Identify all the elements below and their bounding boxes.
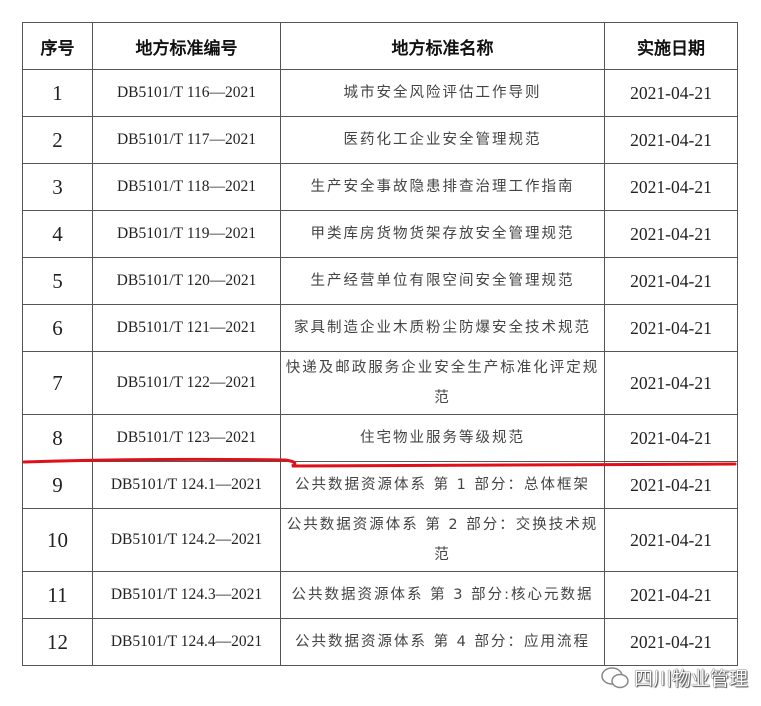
implementation-date: 2021-04-21 xyxy=(604,618,738,666)
standard-name: 公共数据资源体系 第 4 部分：应用流程 xyxy=(280,618,605,666)
header-code: 地方标准编号 xyxy=(92,22,281,70)
table-row: 5 DB5101/T 120—2021 生产经营单位有限空间安全管理规范 2021-0… xyxy=(22,257,738,305)
standard-name: 生产安全事故隐患排查治理工作指南 xyxy=(280,163,605,211)
standard-name: 快递及邮政服务企业安全生产标准化评定规范 xyxy=(280,351,605,415)
implementation-date: 2021-04-21 xyxy=(604,257,738,305)
standard-code: DB5101/T 124.3—2021 xyxy=(92,571,281,619)
implementation-date: 2021-04-21 xyxy=(604,508,738,572)
row-number: 4 xyxy=(22,210,93,258)
watermark-text: 四川物业管理 xyxy=(634,668,749,690)
table-row: 12 DB5101/T 124.4—2021 公共数据资源体系 第 4 部分：应用流… xyxy=(22,618,738,666)
table-row: 8 DB5101/T 123—2021 住宅物业服务等级规范 2021-04-21 xyxy=(22,414,738,462)
standard-code: DB5101/T 124.4—2021 xyxy=(92,618,281,666)
standard-name: 公共数据资源体系 第 1 部分：总体框架 xyxy=(280,461,605,509)
standard-code: DB5101/T 121—2021 xyxy=(92,304,281,352)
implementation-date: 2021-04-21 xyxy=(604,69,738,117)
standards-table: 序号 地方标准编号 地方标准名称 实施日期 1 DB5101/T 116—2021… xyxy=(22,22,738,666)
standard-code: DB5101/T 124.1—2021 xyxy=(92,461,281,509)
table-row: 3 DB5101/T 118—2021 生产安全事故隐患排查治理工作指南 2021-0… xyxy=(22,163,738,211)
standard-code: DB5101/T 122—2021 xyxy=(92,351,281,415)
table-row: 11 DB5101/T 124.3—2021 公共数据资源体系 第 3 部分:核心元… xyxy=(22,571,738,619)
standard-name: 医药化工企业安全管理规范 xyxy=(280,116,605,164)
standard-code: DB5101/T 120—2021 xyxy=(92,257,281,305)
standard-code: DB5101/T 116—2021 xyxy=(92,69,281,117)
standard-name: 城市安全风险评估工作导则 xyxy=(280,69,605,117)
implementation-date: 2021-04-21 xyxy=(604,571,738,619)
header-date: 实施日期 xyxy=(604,22,738,70)
implementation-date: 2021-04-21 xyxy=(604,414,738,462)
row-number: 10 xyxy=(22,508,93,572)
row-number: 5 xyxy=(22,257,93,305)
standard-name: 公共数据资源体系 第 2 部分：交换技术规范 xyxy=(280,508,605,572)
wechat-icon xyxy=(601,666,629,688)
header-row: 序号 地方标准编号 地方标准名称 实施日期 xyxy=(22,22,738,70)
standard-name: 公共数据资源体系 第 3 部分:核心元数据 xyxy=(280,571,605,619)
implementation-date: 2021-04-21 xyxy=(604,351,738,415)
watermark: 四川物业管理 xyxy=(600,664,748,691)
implementation-date: 2021-04-21 xyxy=(604,304,738,352)
header-no: 序号 xyxy=(22,22,93,70)
standard-code: DB5101/T 124.2—2021 xyxy=(92,508,281,572)
table-row: 7 DB5101/T 122—2021 快递及邮政服务企业安全生产标准化评定规范 20… xyxy=(22,351,738,415)
table-row: 1 DB5101/T 116—2021 城市安全风险评估工作导则 2021-04-21 xyxy=(22,69,738,117)
table-row: 10 DB5101/T 124.2—2021 公共数据资源体系 第 2 部分：交换技… xyxy=(22,508,738,572)
table-row: 4 DB5101/T 119—2021 甲类库房货物货架存放安全管理规范 2021-0… xyxy=(22,210,738,258)
standard-name: 生产经营单位有限空间安全管理规范 xyxy=(280,257,605,305)
table-row: 6 DB5101/T 121—2021 家具制造企业木质粉尘防爆安全技术规范 2021… xyxy=(22,304,738,352)
implementation-date: 2021-04-21 xyxy=(604,163,738,211)
table-row: 2 DB5101/T 117—2021 医药化工企业安全管理规范 2021-04-21 xyxy=(22,116,738,164)
row-number: 8 xyxy=(22,414,93,462)
standard-code: DB5101/T 117—2021 xyxy=(92,116,281,164)
row-number: 9 xyxy=(22,461,93,509)
